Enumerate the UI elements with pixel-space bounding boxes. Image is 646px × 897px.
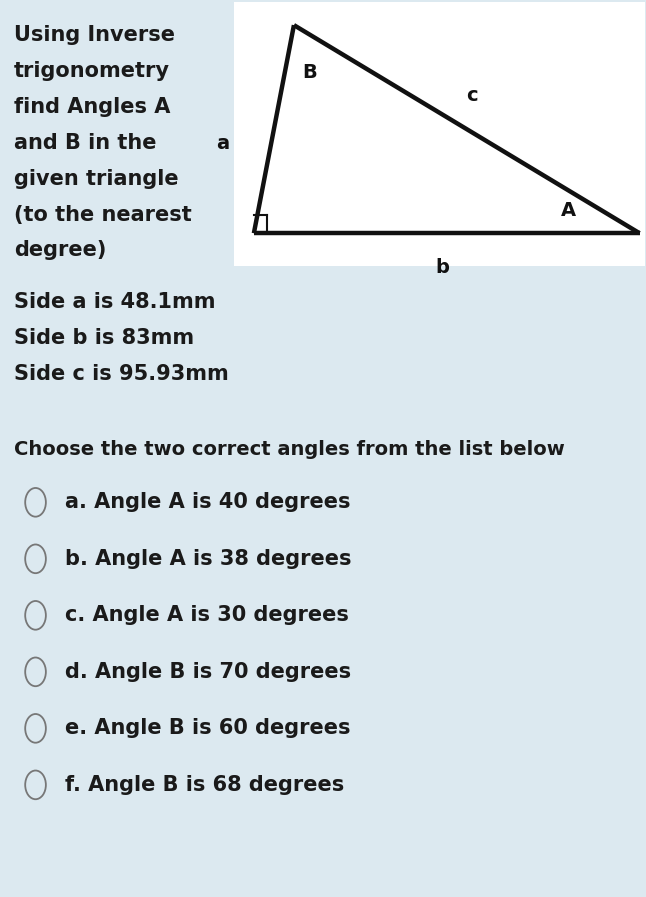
Text: find Angles A: find Angles A (14, 97, 171, 117)
Text: Side a is 48.1mm: Side a is 48.1mm (14, 292, 216, 312)
Text: B: B (302, 63, 317, 82)
Text: A: A (561, 201, 576, 221)
Text: Choose the two correct angles from the list below: Choose the two correct angles from the l… (14, 440, 565, 458)
Text: given triangle: given triangle (14, 169, 179, 188)
Text: b: b (435, 258, 450, 277)
Text: d. Angle B is 70 degrees: d. Angle B is 70 degrees (65, 662, 351, 682)
Text: e. Angle B is 60 degrees: e. Angle B is 60 degrees (65, 718, 350, 738)
Circle shape (25, 658, 46, 686)
Circle shape (25, 714, 46, 743)
Text: c. Angle A is 30 degrees: c. Angle A is 30 degrees (65, 605, 348, 625)
Text: Side b is 83mm: Side b is 83mm (14, 328, 194, 348)
Circle shape (25, 771, 46, 799)
Text: a. Angle A is 40 degrees: a. Angle A is 40 degrees (65, 492, 350, 512)
Circle shape (25, 601, 46, 630)
Bar (234, 2, 645, 266)
Text: Side c is 95.93mm: Side c is 95.93mm (14, 364, 229, 384)
Text: Using Inverse: Using Inverse (14, 25, 175, 45)
Text: c: c (466, 86, 477, 106)
Circle shape (25, 544, 46, 573)
Text: f. Angle B is 68 degrees: f. Angle B is 68 degrees (65, 775, 344, 795)
Text: (to the nearest: (to the nearest (14, 205, 192, 224)
Text: degree): degree) (14, 240, 107, 260)
Text: a: a (216, 134, 229, 153)
Text: trigonometry: trigonometry (14, 61, 170, 81)
Text: b. Angle A is 38 degrees: b. Angle A is 38 degrees (65, 549, 351, 569)
Circle shape (25, 488, 46, 517)
Text: and B in the: and B in the (14, 133, 157, 152)
